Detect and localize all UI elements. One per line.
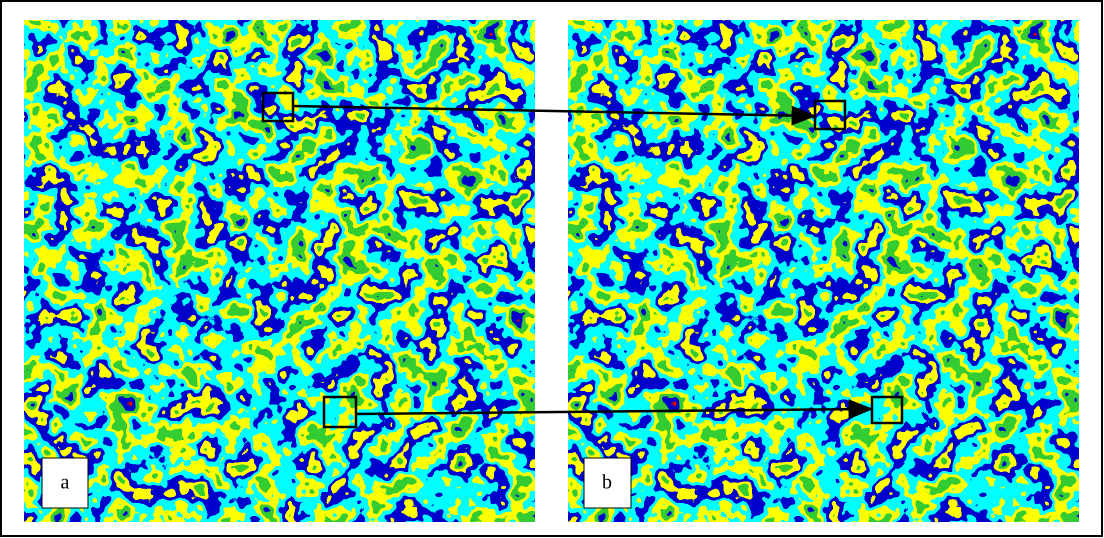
panel-label: b [602, 472, 612, 494]
classified-map [24, 20, 535, 522]
panel-label: a [61, 472, 70, 494]
figure: a b [0, 0, 1104, 538]
map-a: a [24, 20, 535, 522]
classified-map [568, 20, 1079, 522]
map-b: b [568, 20, 1079, 522]
page: a b (() => { const data = JSON.parse(doc… [0, 0, 1104, 538]
